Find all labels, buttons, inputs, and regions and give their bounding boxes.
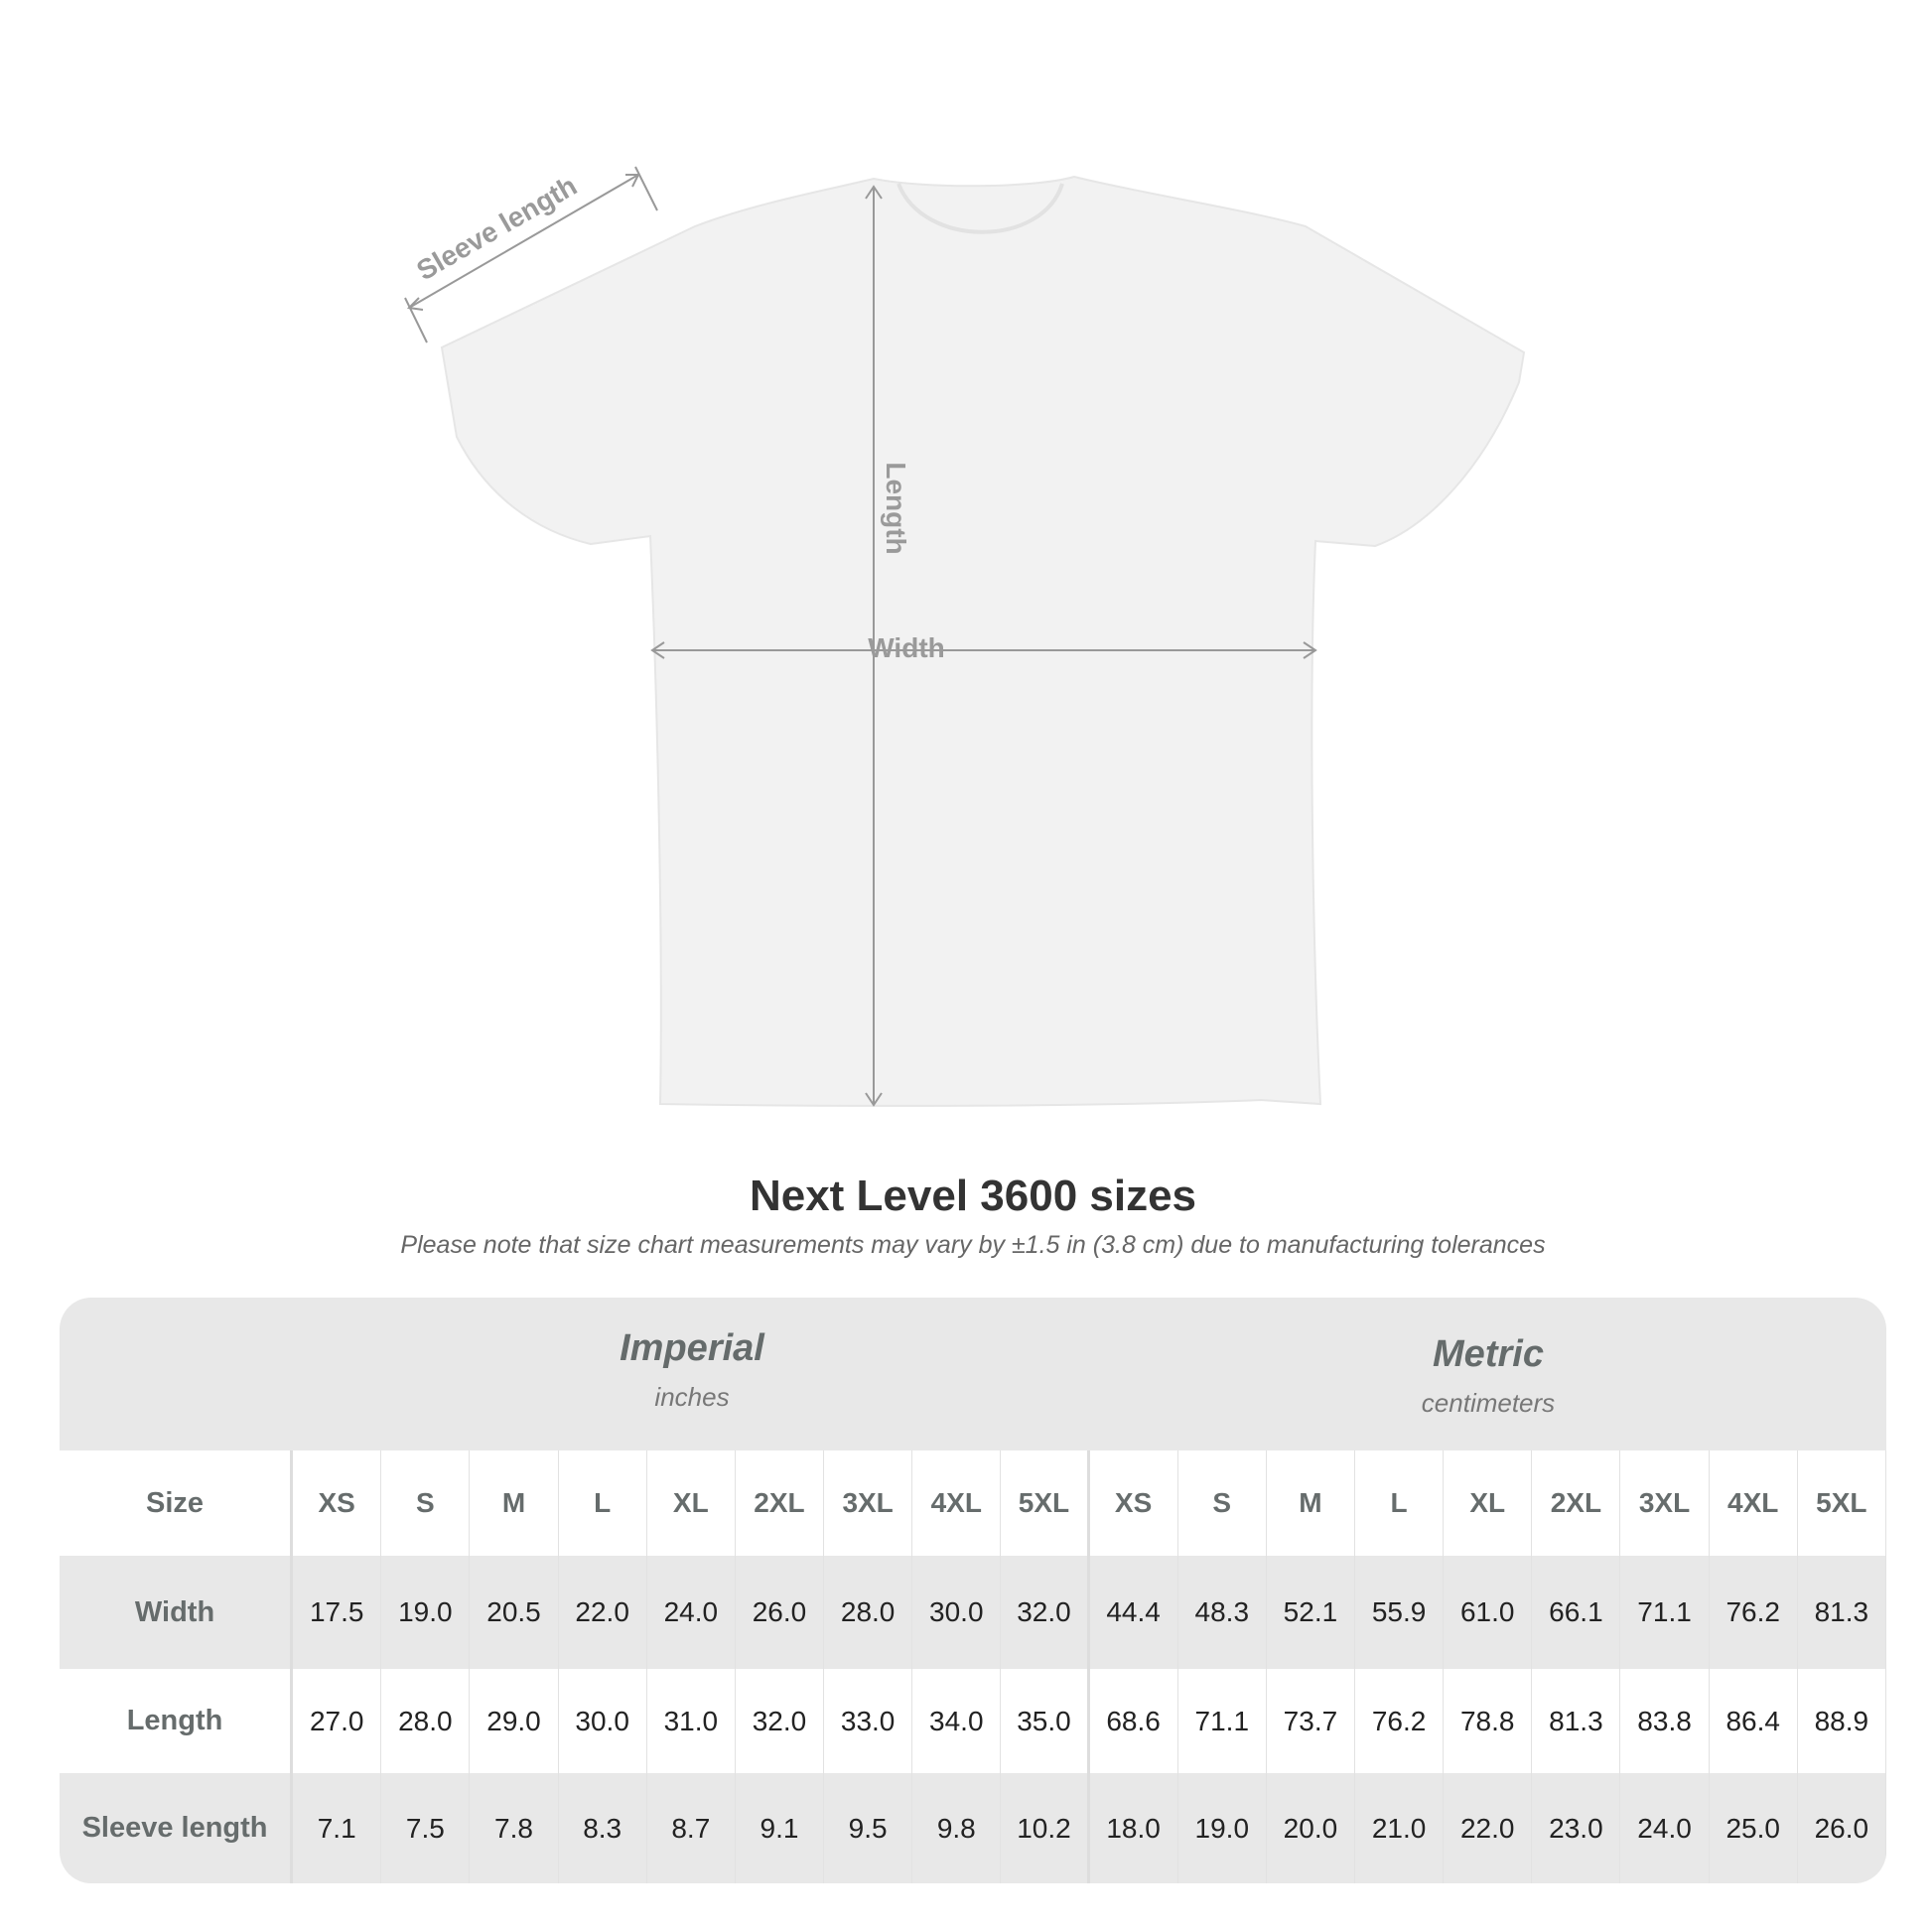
size-header-imperial: 4XL (912, 1450, 1002, 1556)
size-header-imperial: XS (293, 1450, 382, 1556)
imperial-value-cell: 34.0 (912, 1669, 1002, 1773)
length-label: Length (881, 462, 911, 554)
imperial-value-cell: 8.3 (559, 1773, 647, 1883)
imperial-value-cell: 27.0 (293, 1669, 382, 1773)
width-label: Width (868, 632, 945, 663)
metric-value-cell: 26.0 (1798, 1773, 1886, 1883)
imperial-value-cell: 7.1 (293, 1773, 382, 1883)
metric-value-cell: 25.0 (1710, 1773, 1798, 1883)
imperial-value-cell: 33.0 (824, 1669, 913, 1773)
size-header-row: Size XS S M L XL 2XL 3XL 4XL 5XL XS S M L XL 2XL 3XL 4XL 5… (60, 1450, 1886, 1556)
size-header-imperial: XL (647, 1450, 736, 1556)
imperial-header: Imperial inches (294, 1298, 1090, 1480)
size-header-imperial: L (559, 1450, 647, 1556)
metric-value-cell: 83.8 (1620, 1669, 1710, 1773)
imperial-value-cell: 26.0 (736, 1556, 825, 1669)
size-header-metric: XL (1444, 1450, 1533, 1556)
metric-title: Metric (1433, 1333, 1544, 1375)
imperial-value-cell: 19.0 (381, 1556, 471, 1669)
row-label: Sleeve length (60, 1773, 294, 1883)
imperial-value-cell: 28.0 (824, 1556, 913, 1669)
size-header-metric: 4XL (1710, 1450, 1798, 1556)
imperial-value-cell: 17.5 (293, 1556, 382, 1669)
table-row: Width 17.5 19.0 20.5 22.0 24.0 26.0 28.0 30.0 32.… (60, 1556, 1886, 1669)
table-row: Sleeve length 7.1 7.5 7.8 8.3 8.7 9.1 9.5 9.8 10.… (60, 1773, 1886, 1883)
metric-value-cell: 88.9 (1798, 1669, 1886, 1773)
metric-unit: centimeters (1421, 1388, 1556, 1418)
metric-value-cell: 52.1 (1267, 1556, 1355, 1669)
metric-value-cell: 48.3 (1178, 1556, 1267, 1669)
imperial-value-cell: 9.1 (736, 1773, 825, 1883)
size-header-metric: 5XL (1798, 1450, 1886, 1556)
tolerance-note: Please note that size chart measurements… (400, 1231, 1546, 1259)
dimension-arrows (404, 166, 1317, 1107)
sleeve-length-label: Sleeve length (411, 170, 582, 286)
metric-value-cell: 61.0 (1444, 1556, 1533, 1669)
metric-value-cell: 73.7 (1267, 1669, 1355, 1773)
imperial-value-cell: 30.0 (559, 1669, 647, 1773)
size-header-imperial: 3XL (824, 1450, 913, 1556)
size-chart-table: Imperial inches Metric centimeters Size X… (60, 1298, 1886, 1883)
metric-value-cell: 71.1 (1620, 1556, 1710, 1669)
metric-value-cell: 23.0 (1532, 1773, 1621, 1883)
size-header-metric: S (1178, 1450, 1267, 1556)
size-header-imperial: 2XL (736, 1450, 825, 1556)
metric-value-cell: 19.0 (1178, 1773, 1267, 1883)
size-header-metric: 3XL (1620, 1450, 1710, 1556)
metric-value-cell: 44.4 (1090, 1556, 1178, 1669)
size-header-imperial: M (470, 1450, 559, 1556)
metric-value-cell: 21.0 (1355, 1773, 1445, 1883)
metric-value-cell: 24.0 (1620, 1773, 1710, 1883)
imperial-value-cell: 10.2 (1001, 1773, 1090, 1883)
imperial-value-cell: 24.0 (647, 1556, 736, 1669)
imperial-value-cell: 30.0 (912, 1556, 1002, 1669)
metric-value-cell: 18.0 (1090, 1773, 1178, 1883)
metric-value-cell: 22.0 (1444, 1773, 1533, 1883)
tshirt-diagram: Width Length Sleeve length (404, 166, 1526, 1107)
metric-value-cell: 76.2 (1355, 1669, 1445, 1773)
imperial-value-cell: 9.8 (912, 1773, 1002, 1883)
page-title: Next Level 3600 sizes (749, 1172, 1197, 1220)
metric-value-cell: 68.6 (1090, 1669, 1178, 1773)
tshirt-shape (440, 175, 1526, 1107)
imperial-value-cell: 32.0 (1001, 1556, 1090, 1669)
metric-value-cell: 66.1 (1532, 1556, 1621, 1669)
imperial-value-cell: 9.5 (824, 1773, 913, 1883)
metric-value-cell: 20.0 (1267, 1773, 1355, 1883)
metric-value-cell: 81.3 (1798, 1556, 1886, 1669)
row-label: Size (60, 1450, 294, 1556)
size-header-metric: 2XL (1532, 1450, 1621, 1556)
imperial-value-cell: 35.0 (1001, 1669, 1090, 1773)
imperial-title: Imperial (620, 1327, 764, 1369)
size-header-metric: M (1267, 1450, 1355, 1556)
imperial-unit: inches (654, 1382, 730, 1412)
imperial-value-cell: 29.0 (470, 1669, 559, 1773)
imperial-value-cell: 22.0 (559, 1556, 647, 1669)
imperial-value-cell: 8.7 (647, 1773, 736, 1883)
metric-value-cell: 78.8 (1444, 1669, 1533, 1773)
size-header-imperial: S (381, 1450, 471, 1556)
row-label: Width (60, 1556, 294, 1669)
imperial-value-cell: 20.5 (470, 1556, 559, 1669)
imperial-value-cell: 28.0 (381, 1669, 471, 1773)
metric-value-cell: 86.4 (1710, 1669, 1798, 1773)
imperial-value-cell: 32.0 (736, 1669, 825, 1773)
metric-value-cell: 71.1 (1178, 1669, 1267, 1773)
size-header-metric: L (1355, 1450, 1445, 1556)
metric-value-cell: 81.3 (1532, 1669, 1621, 1773)
row-label: Length (60, 1669, 294, 1773)
metric-value-cell: 55.9 (1355, 1556, 1445, 1669)
table-row: Length 27.0 28.0 29.0 30.0 31.0 32.0 33.0 34.0 35… (60, 1669, 1886, 1773)
size-header-metric: XS (1090, 1450, 1178, 1556)
imperial-value-cell: 7.8 (470, 1773, 559, 1883)
metric-value-cell: 76.2 (1710, 1556, 1798, 1669)
size-header-imperial: 5XL (1001, 1450, 1090, 1556)
imperial-value-cell: 31.0 (647, 1669, 736, 1773)
metric-header: Metric centimeters (1090, 1298, 1886, 1486)
imperial-value-cell: 7.5 (381, 1773, 471, 1883)
